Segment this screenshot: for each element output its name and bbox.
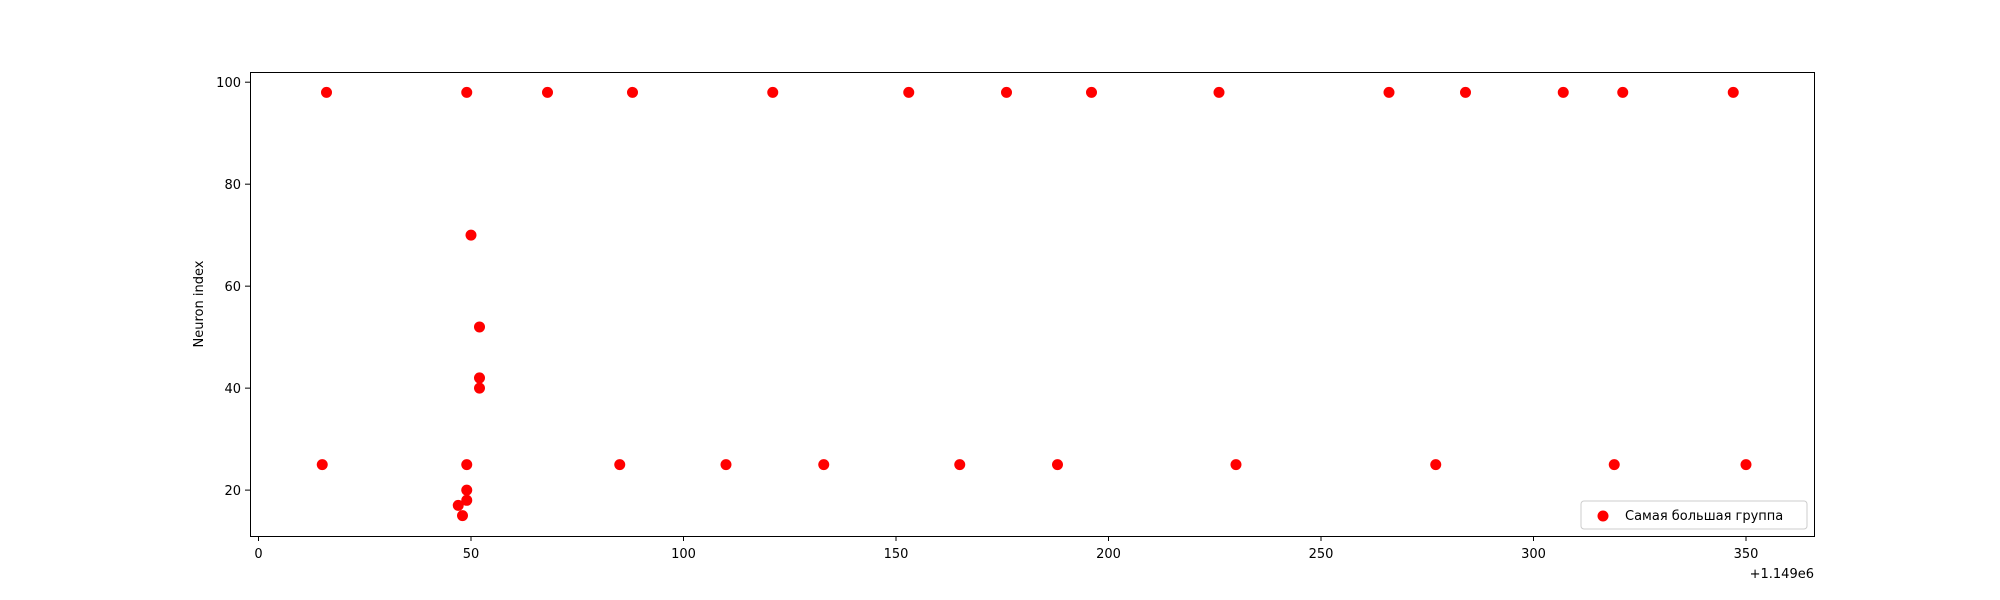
y-tick-label: 100 [216, 76, 241, 91]
data-point [321, 86, 332, 98]
data-point [627, 86, 638, 98]
data-point [1383, 86, 1395, 98]
data-point [461, 494, 473, 506]
data-point [461, 86, 473, 98]
plot-frame [250, 72, 1815, 537]
data-point [474, 372, 485, 384]
x-tick-label: 0 [254, 547, 262, 562]
x-axis: 0 50 100 150 200 250 300 350 [254, 536, 1758, 562]
y-axis-label: Neuron index [192, 260, 207, 347]
data-point [1617, 86, 1629, 98]
data-point [1608, 459, 1620, 471]
x-tick-label: 150 [884, 547, 909, 562]
data-point [461, 484, 473, 496]
x-tick-label: 200 [1096, 547, 1121, 562]
legend-label: Самая большая группа [1625, 509, 1783, 524]
data-point [720, 459, 732, 471]
data-point [1230, 459, 1242, 471]
data-point [1740, 459, 1752, 471]
data-point [954, 459, 966, 471]
data-points [316, 86, 1752, 522]
y-tick-label: 80 [224, 178, 241, 193]
data-point [316, 459, 328, 471]
data-point [767, 86, 779, 98]
data-point [474, 382, 485, 394]
x-tick-label: 50 [463, 547, 480, 562]
x-axis-offset-text: +1.149e6 [1750, 567, 1814, 582]
data-point [1557, 86, 1569, 98]
legend: Самая большая группа [1580, 500, 1808, 530]
legend-box [1580, 500, 1808, 530]
data-point [474, 321, 485, 333]
y-axis: 20 40 60 80 100 [216, 76, 250, 499]
data-point [461, 459, 473, 471]
data-point [1460, 86, 1471, 98]
data-point [614, 459, 626, 471]
x-tick-label: 250 [1309, 547, 1334, 562]
data-point [452, 499, 464, 511]
legend-marker [1597, 510, 1609, 522]
y-tick-label: 20 [224, 484, 241, 499]
data-point [1430, 459, 1442, 471]
data-point [465, 229, 477, 241]
x-tick-label: 350 [1734, 547, 1759, 562]
data-point [1052, 459, 1063, 471]
x-tick-label: 300 [1521, 547, 1546, 562]
y-tick-label: 40 [224, 382, 241, 397]
data-point [818, 459, 830, 471]
data-point [1086, 86, 1097, 98]
data-point [1213, 86, 1225, 98]
y-tick-label: 60 [224, 280, 241, 295]
x-tick-label: 100 [671, 547, 696, 562]
data-point [903, 86, 915, 98]
data-point [457, 510, 468, 522]
data-point [1001, 86, 1012, 98]
plot-area [250, 72, 1814, 536]
data-point [542, 86, 553, 98]
data-point [1727, 86, 1739, 98]
